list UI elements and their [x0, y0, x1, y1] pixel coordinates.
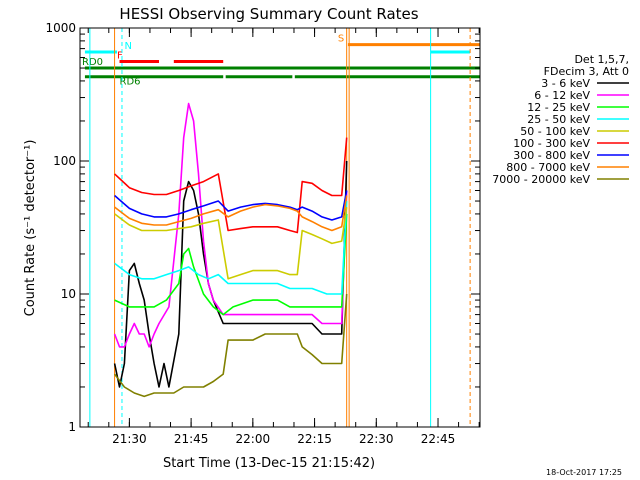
series-line: [113, 160, 348, 388]
y-tick-label: 1: [68, 420, 76, 434]
legend-entry-label: 50 - 100 keV: [520, 125, 590, 138]
series-line: [114, 137, 348, 234]
series-line: [113, 293, 348, 398]
series-lines: [113, 102, 348, 398]
x-tick-label: 21:45: [174, 432, 209, 446]
x-axis-label: Start Time (13-Dec-15 21:15:42): [163, 456, 375, 471]
flag-label: F: [117, 50, 123, 61]
flag-label: RD0: [82, 57, 103, 68]
flag-label: N: [124, 41, 131, 52]
legend-header-line: Det 1,5,7,: [574, 53, 629, 66]
y-tick-label: 10: [61, 287, 76, 301]
chart-title: HESSI Observing Summary Count Rates: [119, 5, 418, 23]
flag-bars: N S F RD0 RD6: [82, 34, 480, 88]
legend-entry-label: 100 - 300 keV: [513, 137, 590, 150]
legend-entry-label: 6 - 12 keV: [534, 89, 590, 102]
legend-entry-label: 300 - 800 keV: [513, 149, 590, 162]
vertical-markers: [89, 28, 471, 427]
series-line: [114, 200, 348, 295]
legend-entry-label: 800 - 7000 keV: [506, 161, 590, 174]
flag-label: RD6: [120, 77, 141, 88]
legend-header-line: FDecim 3, Att 0: [544, 65, 629, 78]
y-tick-label: 100: [53, 154, 76, 168]
series-line: [114, 206, 348, 280]
series-line: [113, 102, 348, 348]
legend-entry-label: 7000 - 20000 keV: [492, 173, 590, 186]
legend-entry-label: 12 - 25 keV: [527, 101, 590, 114]
x-tick-label: 22:00: [236, 432, 271, 446]
x-tick-label: 21:30: [112, 432, 147, 446]
y-tick-label: 1000: [45, 21, 76, 35]
series-line: [114, 195, 348, 232]
flag-label: S: [338, 34, 344, 45]
footer-date: 18-Oct-2017 17:25: [546, 468, 622, 477]
legend-entry-label: 3 - 6 keV: [541, 77, 590, 90]
series-line: [114, 190, 348, 221]
x-tick-label: 22:45: [421, 432, 456, 446]
axes: 1 10 100 1000 21:30 21:45 22:00 22:15 22:30 22:45: [45, 21, 480, 446]
plot-frame: [79, 27, 481, 428]
legend-entry-label: 25 - 50 keV: [527, 113, 590, 126]
series-line: [114, 213, 348, 316]
x-tick-label: 22:30: [359, 432, 394, 446]
x-tick-label: 22:15: [297, 432, 332, 446]
y-axis-label: Count Rate (s⁻¹ detector⁻¹): [23, 140, 38, 317]
